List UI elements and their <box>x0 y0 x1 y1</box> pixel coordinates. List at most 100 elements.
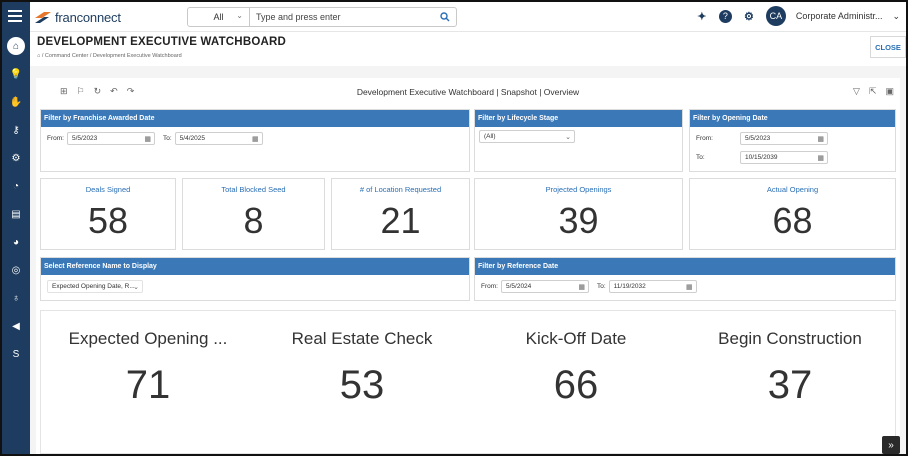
sparkle-icon[interactable]: ✦ <box>697 10 707 23</box>
calendar-icon[interactable]: ▦ <box>817 136 824 143</box>
reference-name-select[interactable]: Expected Opening Date, R... ⌄ <box>47 280 143 293</box>
gear-icon[interactable]: ⚙ <box>743 10 754 23</box>
reference-name-value: Expected Opening Date, R... <box>52 283 135 290</box>
close-button[interactable]: CLOSE <box>870 36 906 58</box>
chevron-down-icon[interactable]: ⌄ <box>892 10 900 21</box>
search-scope-value: All <box>213 12 224 22</box>
sidebar-item-marketing[interactable]: ◀ <box>2 315 30 337</box>
search-scope-select[interactable]: All ⌄ <box>188 8 250 26</box>
filter-icon[interactable]: ▽ <box>853 86 860 96</box>
reference-label: Kick-Off Date <box>525 329 627 348</box>
kpi-value: 39 <box>558 200 599 241</box>
sidebar-item-settings[interactable]: ⚙ <box>2 147 30 169</box>
sidebar-item-finance[interactable]: ♁ <box>2 287 30 309</box>
help-icon[interactable]: ? <box>718 9 732 23</box>
undo-icon[interactable]: ↶ <box>110 86 118 96</box>
opening-to-row: To: 10/15/2039 ▦ <box>696 151 828 164</box>
share-icon[interactable]: ⇱ <box>868 86 877 96</box>
grid-icon[interactable]: ⊞ <box>60 86 68 96</box>
sidebar-item-reports[interactable]: ◕ <box>2 231 30 253</box>
calendar-icon[interactable]: ▦ <box>686 284 693 291</box>
calendar-icon[interactable]: ▦ <box>578 284 585 291</box>
franchise-awarded-to-input[interactable]: 5/4/2025 ▦ <box>174 132 263 145</box>
reference-metric: Begin Construction 37 <box>683 329 897 408</box>
page-title: DEVELOPMENT EXECUTIVE WATCHBOARD <box>37 36 286 48</box>
opening-from-input[interactable]: 5/5/2023 ▦ <box>740 132 828 145</box>
kpi-deals-signed: Deals Signed 58 <box>40 178 176 250</box>
scroll-to-top-icon[interactable]: » <box>882 436 900 454</box>
to-label: To: <box>596 283 606 290</box>
reference-metric: Expected Opening ... 71 <box>41 329 255 408</box>
save-icon[interactable]: ▣ <box>885 86 894 96</box>
to-value: 11/19/2032 <box>613 283 646 290</box>
home-icon[interactable]: ⌂ <box>37 53 42 59</box>
sidebar-item-support[interactable]: ◎ <box>2 259 30 281</box>
sidebar-item-messages[interactable]: ▤ <box>2 203 30 225</box>
global-search: All ⌄ Type and press enter <box>187 7 457 27</box>
toolbar-right-icons: ▽ ⇱ ▣ <box>853 86 894 97</box>
filter-franchise-awarded: Filter by Franchise Awarded Date From: 5… <box>40 109 470 172</box>
bookmark-icon[interactable]: ⚐ <box>76 86 85 96</box>
avatar[interactable]: CA <box>765 6 786 26</box>
kpi-value: 8 <box>243 200 264 241</box>
gear-icon: ⚙ <box>11 152 21 164</box>
calendar-icon[interactable]: ▦ <box>252 136 259 143</box>
breadcrumb-text[interactable]: / Command Center / Development Executive… <box>41 53 182 59</box>
kpi-locations-requested: # of Location Requested 21 <box>331 178 470 250</box>
from-value: 5/5/2023 <box>71 135 98 142</box>
reference-label: Expected Opening ... <box>68 329 228 348</box>
to-label: To: <box>696 154 705 161</box>
reference-date-to-input[interactable]: 11/19/2032 ▦ <box>608 280 697 293</box>
redo-icon[interactable]: ↷ <box>126 86 135 96</box>
sidebar-item-keys[interactable]: ⚷ <box>2 119 30 141</box>
toolbar-left-icons: ⊞ ⚐ ↻ ↶ ↷ <box>60 86 134 97</box>
chevron-down-icon: ⌄ <box>133 284 139 291</box>
panel-title: Filter by Lifecycle Stage <box>475 110 682 127</box>
opening-to-input[interactable]: 10/15/2039 ▦ <box>740 151 828 164</box>
sidebar-item-dashboard[interactable]: ◔ <box>2 175 30 197</box>
search-input[interactable]: Type and press enter <box>256 12 341 22</box>
filter-reference-date: Filter by Reference Date From: 5/5/2024 ▦… <box>474 257 896 301</box>
pie-chart-icon: ◕ <box>12 236 20 248</box>
user-name[interactable]: Corporate Administr... <box>795 11 883 21</box>
reference-value: 37 <box>767 363 813 407</box>
logo[interactable]: franconnect <box>34 8 121 26</box>
kpi-value: 58 <box>87 200 129 241</box>
gauge-icon: ◔ <box>12 180 20 192</box>
lightbulb-icon: 💡 <box>9 68 23 80</box>
megaphone-icon: ◀ <box>12 320 20 332</box>
sidebar-item-home[interactable]: ⌂ <box>2 35 30 57</box>
kpi-label: Total Blocked Seed <box>221 185 286 194</box>
kpi-actual-opening: Actual Opening 68 <box>689 178 896 250</box>
sidebar-item-s[interactable]: S <box>2 343 30 365</box>
sidebar-item-ideas[interactable]: 💡 <box>2 63 30 85</box>
logo-text: franconnect <box>55 9 121 25</box>
kpi-projected-openings: Projected Openings 39 <box>474 178 683 250</box>
franchise-awarded-from-input[interactable]: 5/5/2023 ▦ <box>66 132 155 145</box>
kpi-total-blocked-seed: Total Blocked Seed 8 <box>182 178 325 250</box>
handshake-icon: ✋ <box>9 96 23 108</box>
history-icon[interactable]: ↻ <box>93 86 102 96</box>
reference-value: 66 <box>553 363 599 407</box>
to-value: 5/4/2025 <box>179 135 205 142</box>
sidebar-item-deals[interactable]: ✋ <box>2 91 30 113</box>
reference-value: 71 <box>125 363 171 407</box>
search-icon[interactable] <box>434 12 456 22</box>
chat-icon: ▤ <box>11 208 21 220</box>
panel-title: Select Reference Name to Display <box>41 258 469 275</box>
calendar-icon[interactable]: ▦ <box>144 136 151 143</box>
hamburger-menu-icon[interactable] <box>8 10 22 22</box>
reference-metrics: Expected Opening ... 71 Real Estate Chec… <box>40 310 896 454</box>
from-label: From: <box>47 135 64 142</box>
key-icon: ⚷ <box>12 124 20 136</box>
calendar-icon[interactable]: ▦ <box>817 155 824 162</box>
reference-date-from-input[interactable]: 5/5/2024 ▦ <box>500 280 589 293</box>
lifecycle-stage-select[interactable]: (All) ⌄ <box>479 130 575 143</box>
top-right-actions: ✦ ? ⚙ CA Corporate Administr... ⌄ <box>695 6 900 26</box>
chevron-down-icon: ⌄ <box>565 134 571 141</box>
kpi-value: 21 <box>380 200 421 241</box>
lifebuoy-icon: ◎ <box>11 264 21 276</box>
home-icon: ⌂ <box>7 37 25 55</box>
watchboard: ⊞ ⚐ ↻ ↶ ↷ Development Executive Watchboa… <box>36 78 900 454</box>
filter-opening-date: Filter by Opening Date From: 5/5/2023 ▦ T… <box>689 109 896 172</box>
